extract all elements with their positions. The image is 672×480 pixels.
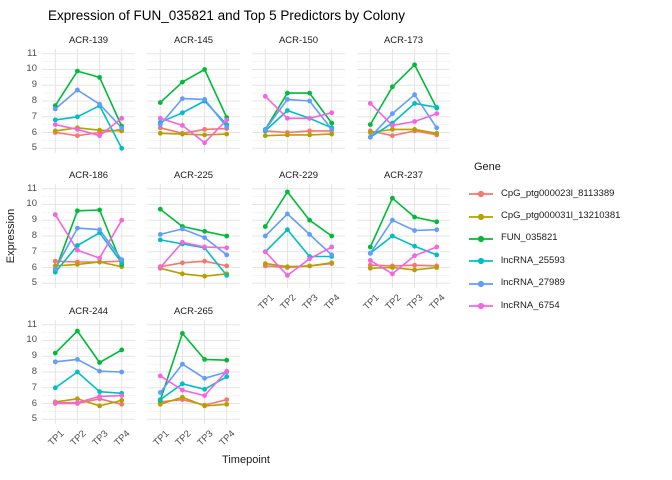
legend-key-icon: [468, 232, 494, 244]
y-tick-label: 11: [27, 182, 37, 194]
y-tick-label: 5: [31, 277, 37, 289]
facet-strip-ACR-244: ACR-244: [68, 306, 109, 317]
y-tick-label: 9: [31, 350, 37, 362]
x-tick-label: TP4: [112, 428, 133, 449]
y-tick-label: 10: [26, 63, 37, 75]
y-tick-label: 9: [31, 214, 37, 226]
legend-item-label: CpG_ptg000023l_8113389: [501, 187, 615, 199]
y-tick-label: 8: [31, 230, 37, 241]
facet-strip-ACR-186: ACR-186: [68, 170, 109, 181]
legend-key-icon: [468, 210, 494, 222]
x-tick-label: TP1: [46, 428, 67, 449]
y-tick-label: 7: [31, 245, 37, 257]
facet-strip-ACR-229: ACR-229: [278, 170, 319, 181]
x-tick-label: TP3: [405, 292, 426, 313]
y-tick-label: 5: [31, 413, 37, 425]
legend: Gene CpG_ptg000023l_8113389 CpG_ptg000031…: [468, 161, 620, 316]
x-tick-label: TP2: [68, 428, 89, 449]
legend-key-icon: [468, 254, 494, 266]
y-tick-label: 7: [31, 381, 37, 393]
chart-title: Expression of FUN_035821 and Top 5 Predi…: [48, 8, 405, 23]
x-tick-label: TP1: [256, 292, 277, 313]
y-tick-label: 8: [31, 95, 37, 106]
facet-strip-ACR-139: ACR-139: [68, 35, 109, 46]
x-axis-title: Timepoint: [222, 454, 270, 466]
y-tick-label: 6: [31, 397, 37, 409]
x-tick-label: TP3: [195, 428, 216, 449]
facet-panel-ACR-173: [357, 49, 450, 153]
legend-item-label: lncRNA_25593: [501, 254, 565, 266]
y-tick-label: 10: [26, 198, 37, 210]
y-tick-label: 6: [31, 261, 37, 273]
facet-strip-ACR-237: ACR-237: [383, 170, 424, 181]
legend-key-icon: [468, 299, 494, 311]
facet-strip-ACR-265: ACR-265: [173, 306, 214, 317]
facet-strip-ACR-150: ACR-150: [278, 35, 319, 46]
facet-strip-ACR-173: ACR-173: [383, 35, 424, 46]
legend-item-label: FUN_035821: [501, 232, 558, 244]
x-tick-label: TP4: [427, 292, 448, 313]
legend-items: CpG_ptg000023l_8113389 CpG_ptg000031l_132…: [468, 182, 620, 316]
facet-panel-ACR-139: [42, 49, 135, 153]
x-tick-label: TP2: [383, 292, 404, 313]
legend-item-FUN_035821: FUN_035821: [468, 227, 620, 249]
facet-panel-ACR-225: [147, 184, 240, 288]
x-tick-label: TP2: [278, 292, 299, 313]
y-tick-label: 10: [26, 334, 37, 346]
x-tick-label: TP3: [300, 292, 321, 313]
legend-item-label: lncRNA_6754: [501, 299, 560, 311]
facet-panel-ACR-237: [357, 184, 450, 288]
legend-item-label: lncRNA_27989: [501, 277, 565, 289]
facet-panel-ACR-244: [42, 320, 135, 424]
y-tick-label: 8: [31, 366, 37, 377]
facet-panel-ACR-229: [252, 184, 345, 288]
legend-item-label: CpG_ptg000031l_13210381: [501, 210, 621, 222]
facet-strip-ACR-145: ACR-145: [173, 35, 214, 46]
legend-title: Gene: [474, 161, 501, 173]
x-tick-label: TP1: [151, 428, 172, 449]
legend-item-lncRNA_27989: lncRNA_27989: [468, 272, 620, 294]
legend-item-CpG_ptg000023l_8113389: CpG_ptg000023l_8113389: [468, 182, 620, 204]
legend-item-lncRNA_6754: lncRNA_6754: [468, 294, 620, 316]
facet-panel-ACR-150: [252, 49, 345, 153]
legend-key-icon: [468, 187, 494, 199]
facet-panel-ACR-265: [147, 320, 240, 424]
legend-key-icon: [468, 277, 494, 289]
y-tick-label: 5: [31, 142, 37, 154]
y-tick-label: 6: [31, 126, 37, 138]
x-tick-label: TP1: [361, 292, 382, 313]
legend-item-CpG_ptg000031l_13210381: CpG_ptg000031l_13210381: [468, 204, 620, 226]
y-tick-label: 9: [31, 79, 37, 91]
y-tick-label: 7: [31, 110, 37, 122]
x-tick-label: TP2: [173, 428, 194, 449]
x-tick-label: TP4: [322, 292, 343, 313]
x-tick-label: TP4: [217, 428, 238, 449]
facet-strip-ACR-225: ACR-225: [173, 170, 214, 181]
facet-panel-ACR-186: [42, 184, 135, 288]
y-tick-label: 11: [27, 318, 37, 330]
legend-item-lncRNA_25593: lncRNA_25593: [468, 249, 620, 271]
facet-panel-ACR-145: [147, 49, 240, 153]
y-tick-label: 11: [27, 47, 37, 59]
x-tick-label: TP3: [90, 428, 111, 449]
